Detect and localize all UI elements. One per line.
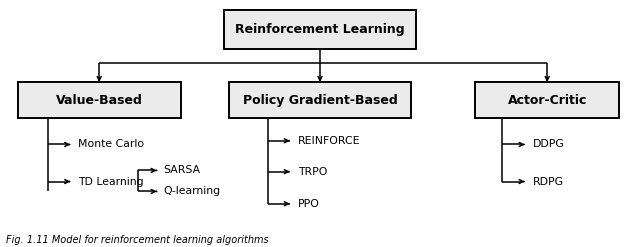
Text: Monte Carlo: Monte Carlo [78, 140, 144, 149]
Text: Reinforcement Learning: Reinforcement Learning [235, 23, 405, 36]
Text: PPO: PPO [298, 199, 319, 209]
Text: SARSA: SARSA [163, 165, 200, 175]
Text: Policy Gradient-Based: Policy Gradient-Based [243, 94, 397, 106]
FancyBboxPatch shape [229, 82, 412, 118]
Text: RDPG: RDPG [532, 177, 563, 186]
Text: Value-Based: Value-Based [56, 94, 143, 106]
Text: DDPG: DDPG [532, 140, 564, 149]
Text: TD Learning: TD Learning [78, 177, 144, 186]
Text: Fig. 1.11 Model for reinforcement learning algorithms: Fig. 1.11 Model for reinforcement learni… [6, 235, 269, 245]
Text: Actor-Critic: Actor-Critic [508, 94, 587, 106]
Text: Q-learning: Q-learning [163, 186, 220, 196]
FancyBboxPatch shape [17, 82, 180, 118]
Text: REINFORCE: REINFORCE [298, 136, 360, 146]
Text: TRPO: TRPO [298, 167, 327, 177]
FancyBboxPatch shape [224, 11, 416, 49]
FancyBboxPatch shape [475, 82, 619, 118]
